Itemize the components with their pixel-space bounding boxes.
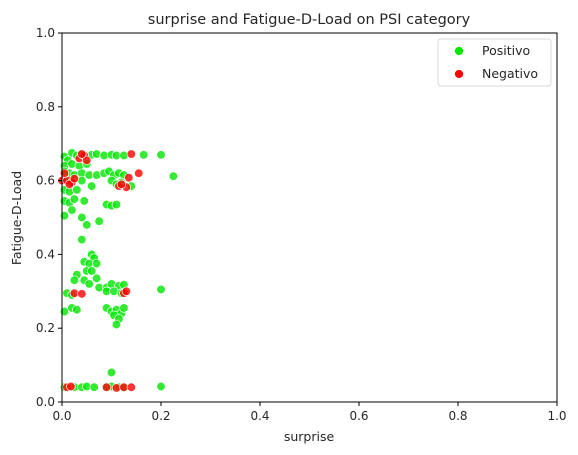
point-positivo [72, 185, 82, 195]
point-positivo [59, 211, 70, 221]
y-tick-label: 0.0 [36, 395, 55, 409]
point-positivo [72, 305, 82, 315]
y-tick-label: 0.8 [36, 100, 55, 114]
point-positivo [77, 234, 87, 245]
y-axis: 0.0 0.2 0.4 0.6 0.8 1.0 [36, 26, 62, 409]
x-axis: 0.0 0.2 0.4 0.6 0.8 1.0 [52, 402, 567, 423]
point-positivo [156, 284, 166, 295]
point-positivo [139, 150, 149, 160]
x-tick-label: 0.6 [349, 409, 368, 423]
point-negativo [59, 168, 70, 178]
point-positivo [119, 150, 129, 161]
point-positivo [168, 171, 179, 181]
point-negativo [121, 286, 131, 296]
point-positivo [79, 196, 89, 206]
point-positivo [106, 367, 117, 378]
point-positivo [87, 266, 97, 276]
point-positivo [69, 194, 80, 204]
x-tick-label: 0.0 [52, 409, 71, 423]
legend-marker-negativo [454, 69, 464, 79]
y-tick-label: 0.6 [36, 174, 55, 188]
x-tick-label: 0.2 [151, 409, 170, 423]
point-negativo [77, 149, 87, 159]
point-positivo [87, 181, 97, 191]
legend-label-positivo: Positivo [482, 43, 530, 58]
point-negativo [124, 172, 134, 183]
y-tick-label: 0.4 [36, 247, 55, 261]
point-negativo [126, 149, 136, 159]
point-positivo [119, 303, 129, 313]
point-positivo [84, 279, 94, 289]
point-negativo [101, 382, 112, 392]
point-positivo [91, 258, 102, 269]
point-negativo [82, 155, 92, 165]
point-negativo [126, 382, 136, 392]
x-axis-label: surprise [284, 429, 335, 444]
y-axis-label: Fatigue-D-Load [9, 171, 24, 265]
y-tick-label: 0.2 [36, 321, 55, 335]
plot-frame [61, 32, 558, 403]
point-negativo [116, 179, 127, 189]
point-positivo [77, 212, 87, 223]
point-positivo [111, 199, 122, 210]
points-layer [57, 148, 179, 393]
point-positivo [69, 275, 80, 285]
x-tick-label: 1.0 [547, 409, 566, 423]
point-negativo [134, 168, 144, 178]
point-negativo [77, 289, 87, 299]
point-negativo [66, 381, 76, 392]
point-positivo [82, 220, 92, 230]
point-positivo [89, 382, 99, 392]
x-tick-label: 0.4 [250, 409, 269, 423]
point-positivo [156, 381, 166, 392]
point-positivo [156, 150, 166, 160]
chart-title: surprise and Fatigue-D-Load on PSI categ… [148, 12, 471, 28]
x-tick-label: 0.8 [448, 409, 467, 423]
y-tick-label: 1.0 [36, 26, 55, 40]
point-positivo [111, 319, 122, 330]
legend-marker-positivo [454, 46, 464, 56]
legend-label-negativo: Negativo [482, 66, 538, 81]
legend-box [437, 38, 552, 87]
point-positivo [91, 273, 102, 284]
point-positivo [94, 216, 104, 226]
legend: Positivo Negativo [437, 38, 552, 87]
point-positivo [67, 205, 77, 215]
point-positivo [91, 149, 102, 159]
point-negativo [69, 174, 80, 184]
